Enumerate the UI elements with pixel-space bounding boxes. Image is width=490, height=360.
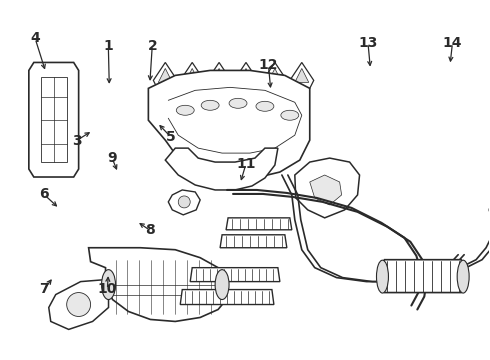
Polygon shape: [29, 62, 78, 177]
Text: 10: 10: [98, 282, 117, 296]
Text: 13: 13: [358, 36, 378, 50]
Ellipse shape: [201, 100, 219, 110]
Circle shape: [178, 196, 190, 208]
Text: 5: 5: [166, 130, 176, 144]
Text: 3: 3: [72, 134, 81, 148]
Text: 14: 14: [442, 36, 462, 50]
Ellipse shape: [215, 270, 229, 300]
Ellipse shape: [457, 260, 469, 293]
Polygon shape: [295, 68, 309, 82]
Polygon shape: [190, 268, 280, 282]
Polygon shape: [234, 62, 258, 88]
Polygon shape: [158, 68, 172, 82]
Text: 12: 12: [259, 58, 278, 72]
Polygon shape: [89, 248, 228, 321]
Text: 9: 9: [107, 152, 117, 166]
Ellipse shape: [229, 98, 247, 108]
Polygon shape: [226, 218, 292, 230]
Polygon shape: [263, 62, 287, 88]
Polygon shape: [268, 68, 282, 82]
Polygon shape: [148, 71, 310, 178]
Text: 2: 2: [147, 39, 157, 53]
Polygon shape: [180, 62, 204, 88]
Ellipse shape: [376, 260, 389, 293]
Text: 4: 4: [30, 31, 40, 45]
Polygon shape: [168, 190, 200, 215]
Ellipse shape: [176, 105, 194, 115]
Polygon shape: [220, 235, 287, 248]
Text: 8: 8: [145, 223, 155, 237]
Polygon shape: [290, 62, 314, 88]
Ellipse shape: [489, 205, 490, 215]
Polygon shape: [310, 175, 342, 205]
Polygon shape: [212, 68, 226, 82]
Polygon shape: [295, 158, 360, 218]
Ellipse shape: [256, 101, 274, 111]
Text: 11: 11: [236, 157, 256, 171]
Text: 1: 1: [103, 39, 113, 53]
Polygon shape: [380, 260, 465, 293]
Polygon shape: [153, 62, 177, 88]
Polygon shape: [180, 289, 274, 305]
Circle shape: [67, 293, 91, 316]
Polygon shape: [165, 148, 278, 190]
Polygon shape: [185, 68, 199, 82]
Text: 7: 7: [39, 282, 49, 296]
Text: 6: 6: [39, 187, 49, 201]
Polygon shape: [49, 280, 108, 329]
Polygon shape: [239, 68, 253, 82]
Polygon shape: [207, 62, 231, 88]
Ellipse shape: [281, 110, 299, 120]
Ellipse shape: [101, 270, 116, 300]
